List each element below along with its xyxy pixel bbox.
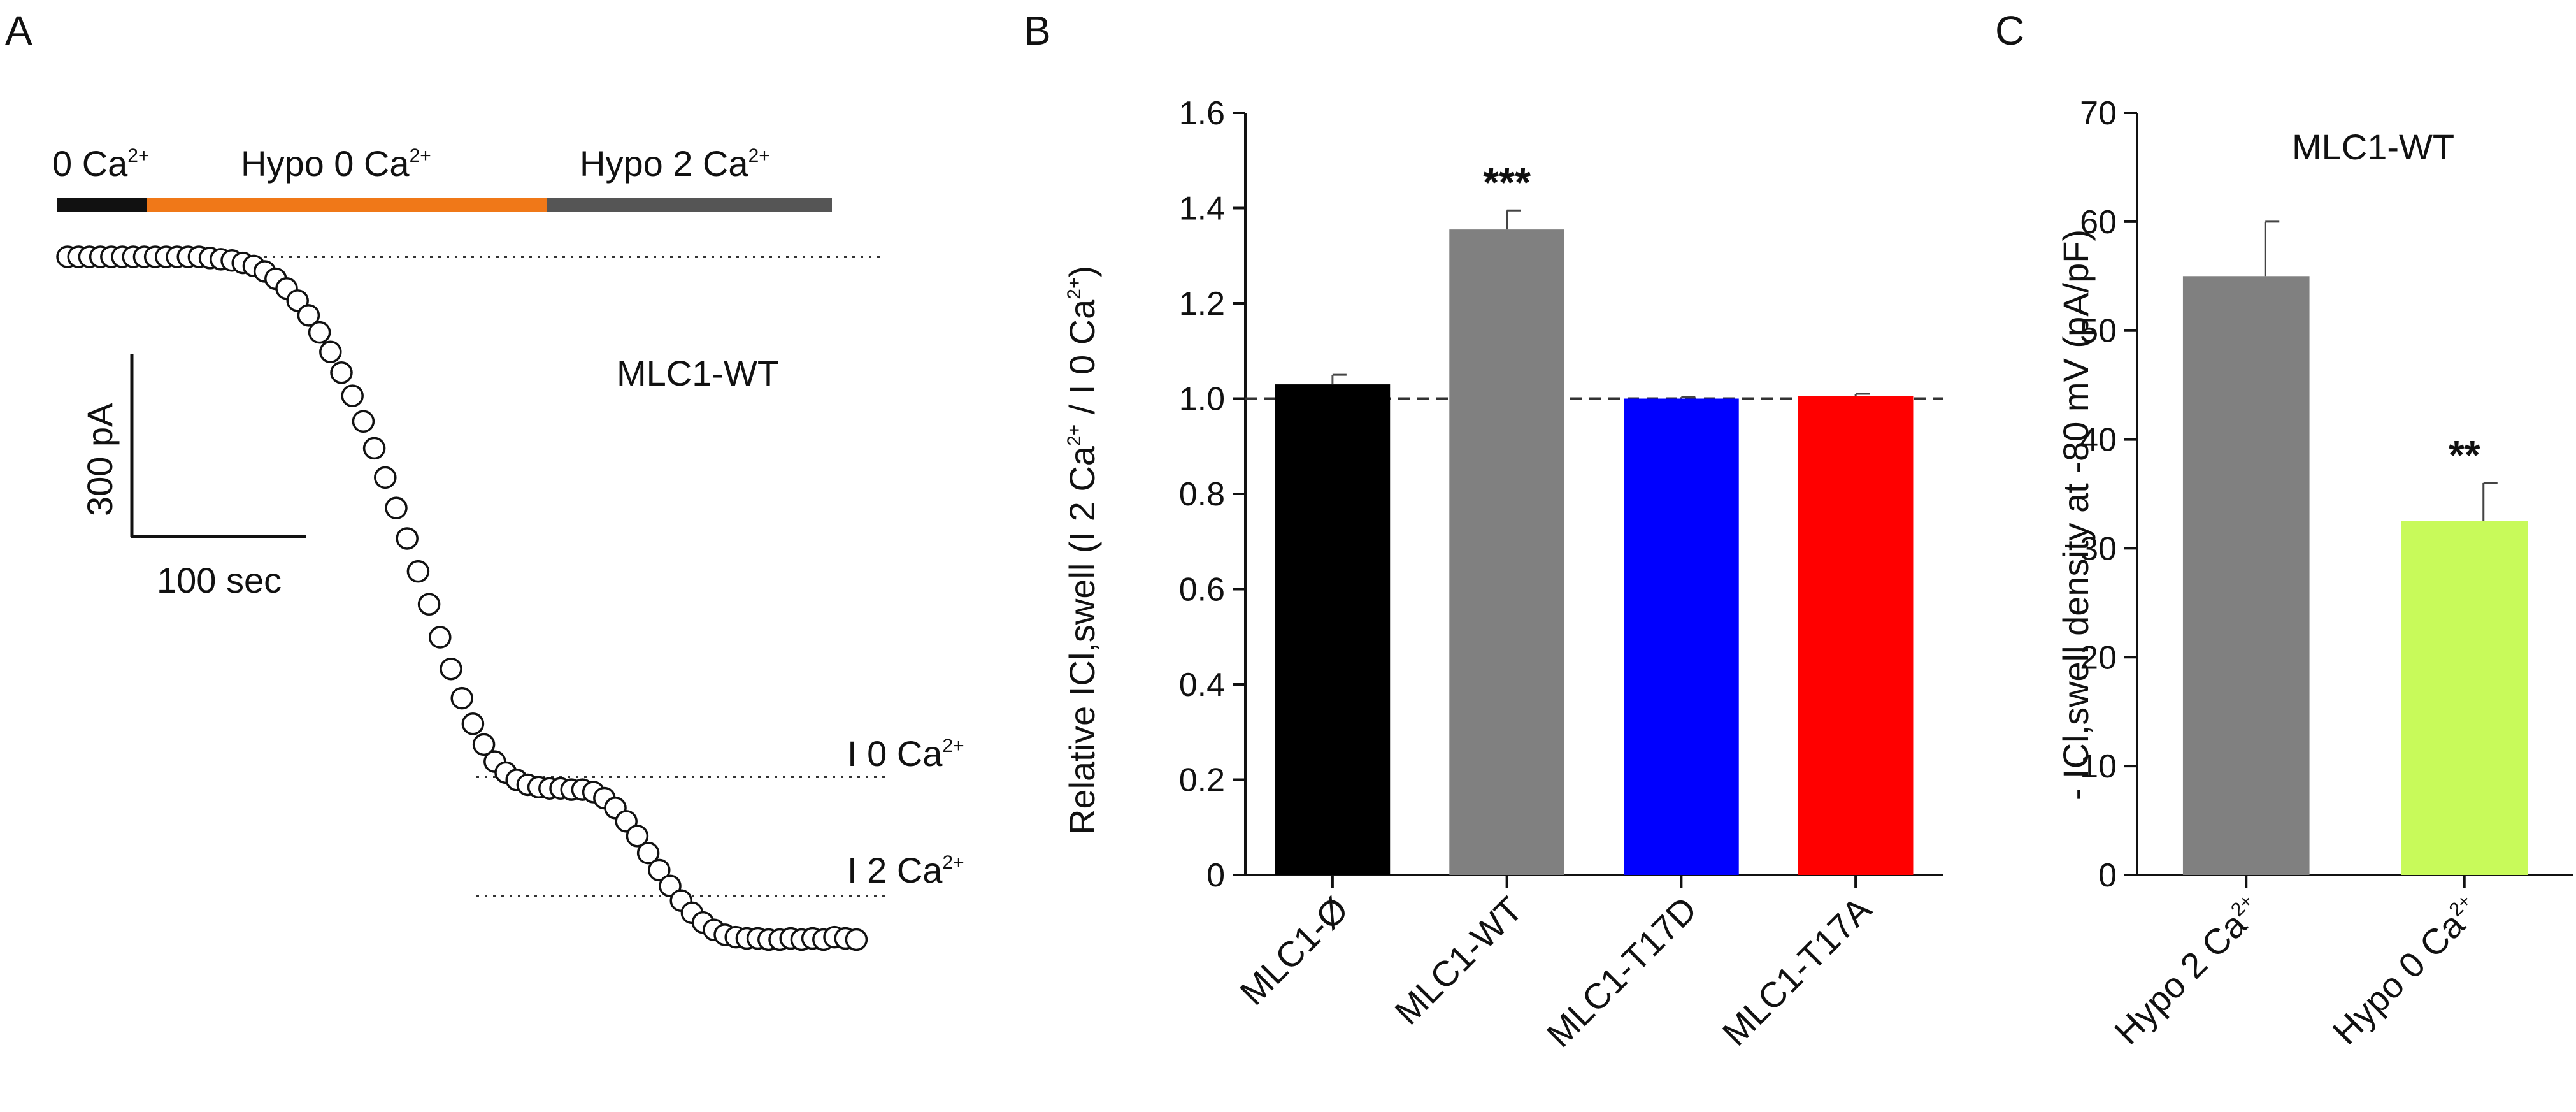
trace-point xyxy=(636,841,660,865)
trace-point xyxy=(406,560,430,583)
trace-point xyxy=(440,657,462,681)
chart-c-title: MLC1-WT xyxy=(2292,127,2454,167)
y-tick-label: 0 xyxy=(1206,857,1225,894)
x-tick-label: MLC1-Ø xyxy=(1232,889,1356,1013)
bar xyxy=(2182,276,2310,875)
bar-label-hypo-0ca: Hypo 0 Ca2+ xyxy=(241,143,431,184)
trace-point xyxy=(385,496,408,519)
trace-point xyxy=(374,466,397,489)
x-tick-label: MLC1-T17A xyxy=(1715,888,1879,1053)
trace-point xyxy=(417,593,441,616)
scale-time-label: 100 sec xyxy=(157,560,282,600)
trace-point xyxy=(352,410,375,433)
trace-point xyxy=(308,321,331,344)
significance-label: ** xyxy=(2449,432,2480,478)
trace-point xyxy=(330,361,353,384)
y-tick-label: 70 xyxy=(2080,95,2117,132)
y-tick-label: 1.2 xyxy=(1179,285,1225,322)
y-tick-label: 0.6 xyxy=(1179,572,1225,609)
panel-c: C MLC1-WT - ICl,swell density at -80 mV … xyxy=(1995,8,2573,1052)
solution-bar-hypo-0ca xyxy=(147,198,547,212)
trace-point xyxy=(845,928,868,951)
trace-point xyxy=(450,686,473,710)
y-tick-label: 1.6 xyxy=(1179,95,1225,132)
x-tick-label: MLC1-WT xyxy=(1387,889,1530,1032)
bar xyxy=(1624,398,1739,875)
bar-label-0ca: 0 Ca2+ xyxy=(52,143,150,184)
chart-b: 0 0.2 0.4 0.6 0.8 1.0 1.2 1.4 1.6 MLC1-Ø *** MLC1-W… xyxy=(1179,95,1943,1055)
y-tick-label: 0.8 xyxy=(1179,476,1225,513)
panel-label-b: B xyxy=(1024,8,1051,54)
bar-label-hypo-2ca: Hypo 2 Ca2+ xyxy=(580,143,770,184)
x-tick-label: MLC1-T17D xyxy=(1539,889,1705,1055)
panel-label-c: C xyxy=(1995,8,2024,54)
solution-bar-hypo-2ca xyxy=(547,198,832,212)
current-trace xyxy=(56,245,868,951)
y-axis-label-b: Relative ICl,swell (I 2 Ca2+ / I 0 Ca2+) xyxy=(1062,266,1102,835)
condition-label: MLC1-WT xyxy=(617,353,779,393)
significance-label: *** xyxy=(1483,159,1531,205)
y-tick-label: 20 xyxy=(2080,639,2117,676)
bar xyxy=(1275,384,1391,875)
scale-current-label: 300 pA xyxy=(80,403,120,516)
trace-point xyxy=(429,626,452,649)
y-tick-label: 60 xyxy=(2080,204,2117,241)
y-tick-label: 1.0 xyxy=(1179,381,1225,418)
panel-b: B Relative ICl,swell (I 2 Ca2+ / I 0 Ca2… xyxy=(1024,8,1943,1055)
y-tick-label: 0.4 xyxy=(1179,667,1225,704)
y-tick-label: 10 xyxy=(2080,748,2117,785)
trace-point xyxy=(472,733,496,756)
trace-point xyxy=(648,858,671,882)
level-label-i2: I 2 Ca2+ xyxy=(847,850,964,890)
trace-point xyxy=(626,825,649,848)
y-tick-label: 30 xyxy=(2080,530,2117,567)
y-tick-label: 0 xyxy=(2098,857,2117,894)
y-tick-label: 50 xyxy=(2080,313,2117,350)
trace-point xyxy=(297,304,320,327)
panel-label-a: A xyxy=(5,8,32,54)
y-tick-label: 40 xyxy=(2080,422,2117,459)
y-axis-label-c: - ICl,swell density at -80 mV (pA/pF) xyxy=(2056,229,2096,800)
bar xyxy=(2401,521,2528,875)
bar xyxy=(1798,396,1914,875)
x-tick-label: Hypo 2 Ca2+ xyxy=(2107,889,2270,1052)
trace-point xyxy=(341,384,364,407)
level-label-i0: I 0 Ca2+ xyxy=(847,733,964,774)
x-tick-label: Hypo 0 Ca2+ xyxy=(2324,889,2487,1052)
y-tick-label: 0.2 xyxy=(1179,762,1225,799)
trace-point xyxy=(396,527,419,550)
trace-point xyxy=(362,437,386,460)
trace-point xyxy=(319,340,342,363)
y-tick-label: 1.4 xyxy=(1179,191,1225,227)
panel-a: A 0 Ca2+ Hypo 0 Ca2+ Hypo 2 Ca2+ 300 pA … xyxy=(5,8,964,951)
solution-bar-0ca xyxy=(57,198,147,212)
bar xyxy=(1449,229,1564,875)
trace-point xyxy=(461,712,485,735)
chart-c: 0 10 20 30 40 50 60 70 Hypo 2 Ca2+ ** Hypo 0 Ca2+ xyxy=(2080,95,2573,1052)
